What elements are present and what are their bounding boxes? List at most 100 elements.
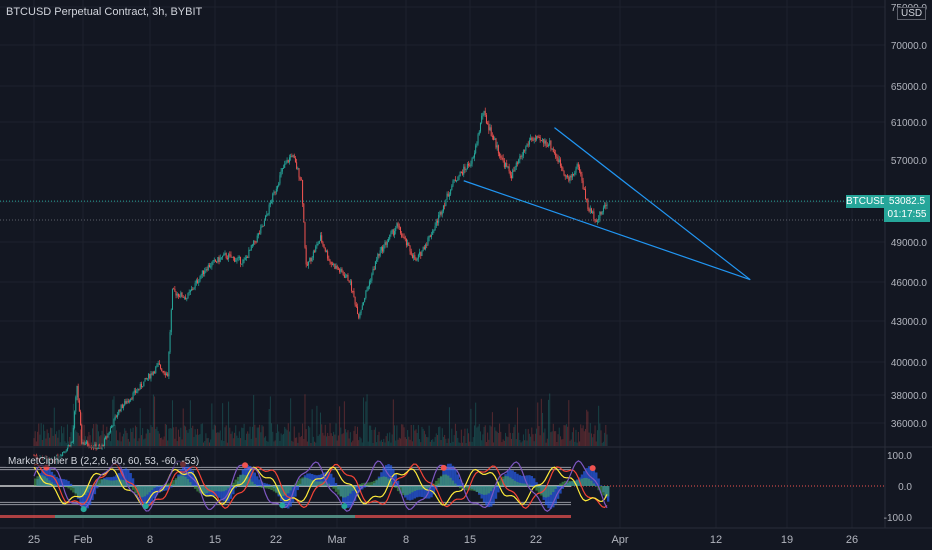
volume-bar [137,441,139,446]
price-axis[interactable]: 75000.070000.065000.061000.057000.053000… [884,0,928,528]
mfi-bar [55,485,58,486]
volume-bar [601,442,603,446]
volume-bar [160,437,162,446]
candle [123,405,125,408]
volume-bar [222,403,224,446]
volume-bar [53,407,55,446]
volume-bar [236,435,238,446]
mfi-bar [485,486,488,495]
currency-button[interactable]: USD [897,7,927,20]
candle [309,257,311,262]
volume-bar [511,438,512,446]
indicator-legend[interactable]: MarketCipher B (2,2,6, 60, 60, 53, -60, … [6,456,202,467]
wave-bar [129,473,132,486]
volume-bar [189,400,191,446]
volume-bar [581,428,583,446]
mfi-bar [580,478,584,486]
volume-bar [420,442,422,446]
volume-bar [204,441,206,446]
volume-bar [336,440,338,446]
volume-bar [396,425,398,446]
wave-bar [346,486,350,508]
mfi-bar [182,475,185,486]
volume-bar [330,433,332,446]
wave-bar [423,486,426,498]
mfi-bar [561,481,565,486]
volume-bar [254,424,256,446]
signal-dot [440,464,447,471]
mfi-bar [291,486,295,488]
candle [224,253,226,255]
trendlines[interactable] [0,127,885,281]
candle [569,175,571,181]
volume-bar [292,441,294,446]
wave-bar [215,486,218,497]
candle [580,171,582,175]
candle [226,258,228,260]
volume-bar [238,431,240,446]
volume-bar [390,442,392,446]
volume-bar [208,442,210,446]
volume-bar [506,436,508,446]
candle [600,211,602,215]
mfi-bar [246,476,249,486]
candle [347,274,349,281]
mfi-bar [401,486,405,496]
volume-bar [433,441,435,446]
time-axis[interactable]: 25 Feb 8 15 22 Mar 8 15 22 Apr 12 19 26 [0,527,932,546]
mfi-bar [36,476,39,486]
volume-bar [272,431,274,446]
candles-group[interactable] [33,107,608,465]
wave-bar [146,486,149,507]
candle [121,404,123,408]
candle [108,432,110,434]
candle [155,366,157,373]
candle [293,155,295,159]
mfi-bar [167,483,171,486]
mfi-bar [540,486,543,496]
price-tick: 49000.0 [891,238,928,249]
volume-bar [186,430,188,446]
candle [186,298,188,300]
volume-bar [436,435,438,446]
volume-bars [33,393,608,446]
candle [563,170,565,175]
volume-bar [237,437,239,446]
candle [222,255,224,258]
candle [88,445,90,447]
wave-bar [84,486,87,510]
candle [183,297,185,299]
candle [355,304,357,307]
oscillator-pane[interactable]: 100.0 0.0 -100.0 [0,446,932,524]
candle [207,265,209,271]
wave-bar [425,486,428,499]
volume-bar [358,440,360,446]
volume-bar [595,441,597,446]
mfi-bar [463,486,467,491]
wave-bar [267,484,271,486]
volume-bar [445,438,447,446]
candle [272,193,274,202]
candle [126,401,128,404]
osc-tick: -100.0 [884,513,913,524]
volume-bar [157,431,159,446]
volume-bar [51,428,53,446]
mfi-bar [466,486,469,491]
volume-bar [475,402,477,446]
wave-bar [392,468,395,486]
volume-bar [201,423,203,446]
candle [192,288,194,290]
volume-bar [88,431,90,446]
volume-bar [177,429,179,446]
mfi-bar [544,486,548,498]
candle [543,139,545,144]
volume-bar [570,439,572,446]
candle [451,185,453,190]
mfi-bar [88,486,92,490]
mfi-bar [236,476,240,486]
wave-bar [322,472,326,486]
candle [501,157,503,159]
volume-bar [193,437,195,446]
wave-bar [232,486,235,495]
